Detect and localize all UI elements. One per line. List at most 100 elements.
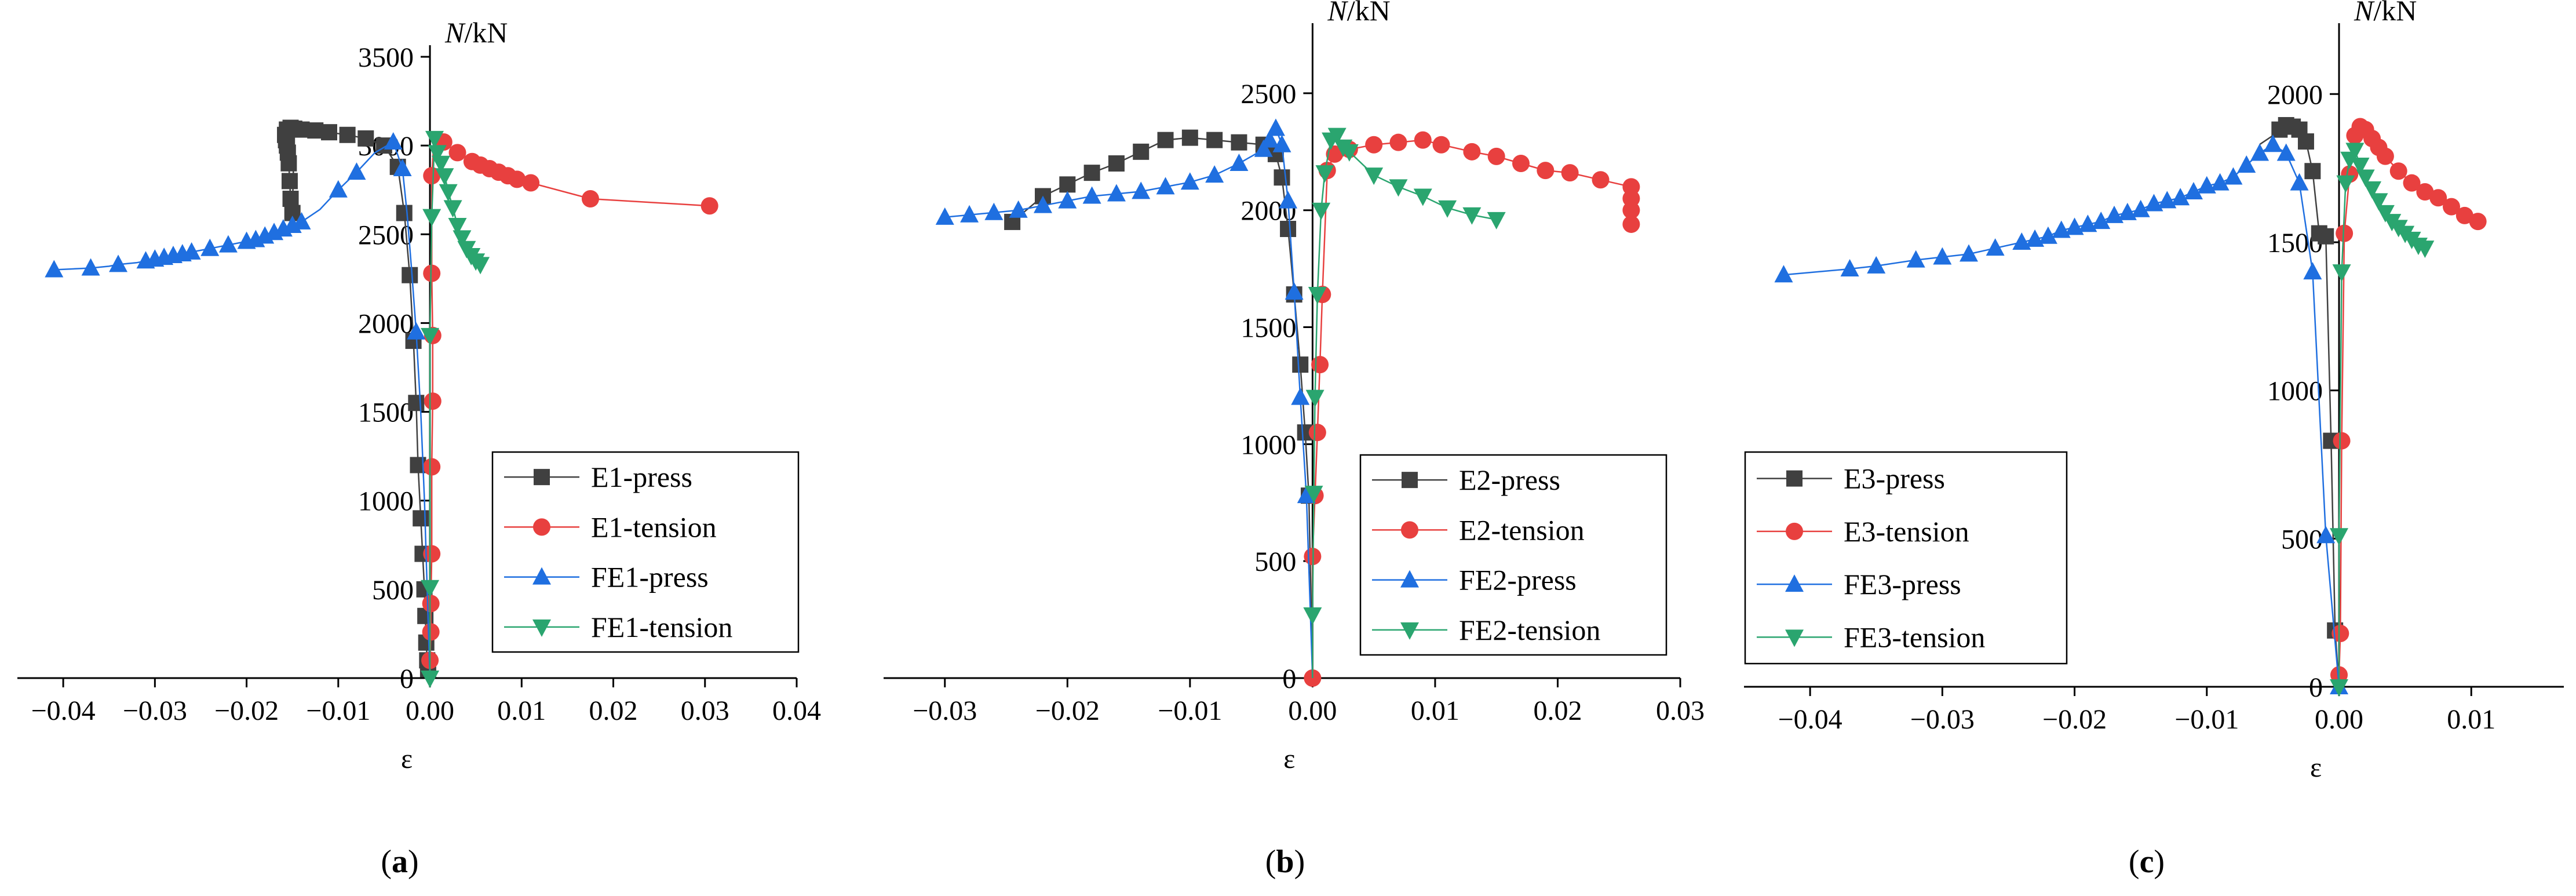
data-point — [1304, 486, 1323, 504]
legend-label: E1-press — [591, 461, 692, 493]
y-tick-label: 2500 — [358, 220, 414, 250]
legend-marker — [534, 469, 550, 486]
data-point — [2389, 162, 2407, 180]
data-point — [2250, 143, 2269, 161]
panel-label-a: (a) — [381, 844, 418, 880]
data-point — [2345, 143, 2365, 161]
data-point — [935, 207, 954, 225]
data-point — [435, 168, 454, 186]
data-point — [424, 392, 442, 410]
data-point — [281, 173, 298, 190]
data-point — [448, 217, 467, 235]
data-point — [1537, 162, 1555, 180]
data-point — [2376, 147, 2394, 165]
data-point — [1297, 486, 1316, 504]
x-tick-label: 0.02 — [1533, 695, 1582, 726]
data-point — [1083, 165, 1100, 181]
legend: E2-press E2-tension FE2-press FE2-tension — [1359, 454, 1668, 656]
data-point — [2369, 193, 2388, 211]
x-tick-label: −0.01 — [306, 695, 370, 726]
x-tick-label: −0.03 — [1910, 704, 1975, 735]
data-point — [282, 191, 299, 207]
data-point — [1933, 247, 1952, 265]
data-point — [2356, 169, 2375, 187]
data-point — [1389, 179, 1408, 197]
panel-label-b: (b) — [1265, 844, 1305, 880]
data-point — [1561, 164, 1579, 182]
x-tick-label: −0.02 — [1035, 695, 1100, 726]
legend-marker — [1400, 570, 1419, 588]
data-point — [2065, 217, 2084, 235]
data-point — [45, 260, 64, 278]
data-point — [1156, 177, 1175, 195]
data-point — [1082, 186, 1101, 204]
series-E3-tension — [2330, 118, 2487, 687]
y-tick-label: 500 — [1254, 547, 1296, 577]
legend-item: E2-tension — [1372, 513, 1585, 546]
data-point — [1389, 133, 1407, 151]
data-point — [1308, 287, 1327, 305]
data-point — [413, 510, 429, 527]
series-line — [944, 126, 1313, 679]
data-point — [347, 162, 366, 180]
data-point — [2263, 134, 2282, 152]
data-point — [2271, 121, 2288, 138]
x-tick-label: 0.01 — [2447, 704, 2495, 735]
data-point — [1231, 134, 1247, 151]
data-point — [1867, 256, 1886, 274]
data-point — [2131, 199, 2150, 217]
data-point — [1132, 181, 1151, 199]
x-tick-label: −0.01 — [2174, 704, 2239, 735]
panel-c-chart: −0.04 −0.03 −0.02 −0.01 0.00 0.01050010001500… — [1744, 0, 2564, 783]
data-point — [1311, 356, 1329, 374]
data-point — [357, 130, 374, 147]
data-point — [1622, 215, 1640, 233]
y-tick-label: 1500 — [358, 398, 414, 428]
data-point — [421, 671, 440, 688]
data-point — [2290, 173, 2309, 191]
data-point — [508, 170, 526, 188]
y-tick-label: 2000 — [2267, 79, 2323, 110]
data-point — [1205, 165, 1224, 183]
data-point — [2376, 205, 2395, 223]
data-point — [422, 209, 442, 227]
legend-item: FE3-press — [1757, 568, 1961, 600]
data-point — [2333, 432, 2351, 450]
data-point — [423, 264, 441, 282]
data-point — [1266, 118, 1285, 136]
x-tick-label: 0.04 — [772, 695, 821, 726]
data-point — [1315, 165, 1334, 183]
data-point — [282, 119, 299, 136]
data-point — [2363, 181, 2382, 199]
data-point — [2078, 214, 2097, 232]
y-tick-label: 1000 — [358, 486, 414, 517]
data-point — [1108, 155, 1125, 172]
legend-item: E1-tension — [504, 511, 717, 543]
data-point — [1133, 143, 1150, 160]
data-point — [1512, 155, 1530, 172]
data-point — [1034, 195, 1052, 213]
data-point — [1059, 176, 1076, 193]
data-point — [329, 180, 348, 198]
x-axis-title: ε — [2310, 752, 2322, 783]
y-tick-label: 1000 — [1240, 429, 1296, 460]
legend-box — [491, 451, 800, 653]
data-point — [339, 126, 356, 143]
data-point — [2429, 189, 2447, 207]
legend-label: FE2-press — [1459, 564, 1577, 596]
legend-label: FE1-press — [591, 561, 709, 593]
x-tick-label: 0.01 — [1411, 695, 1460, 726]
legend-label: FE3-press — [1844, 568, 1961, 600]
data-point — [2332, 264, 2351, 282]
x-tick-label: 0.01 — [497, 695, 546, 726]
x-tick-label: 0.00 — [2315, 704, 2363, 735]
legend-item: FE3-tension — [1757, 621, 1985, 653]
data-point — [2330, 528, 2349, 546]
data-point — [1959, 244, 1978, 262]
data-point — [237, 231, 256, 249]
data-point — [423, 545, 441, 563]
legend-item: E3-tension — [1757, 515, 1969, 548]
data-point — [2330, 679, 2349, 697]
data-point — [1774, 265, 1793, 283]
legend-marker — [1786, 470, 1803, 487]
